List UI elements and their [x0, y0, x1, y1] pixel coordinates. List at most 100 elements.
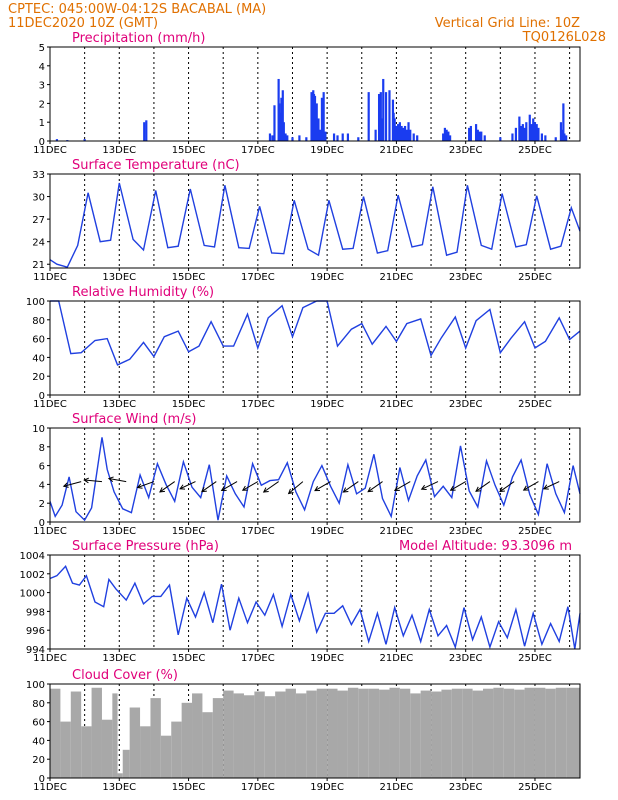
wind-arrow-head — [83, 477, 90, 484]
wind-arrow — [84, 479, 103, 483]
wind-arrow — [523, 481, 539, 491]
precipitation-bar — [367, 92, 370, 141]
precipitation-bar — [320, 97, 324, 141]
cloud-x-tick-label: 17DEC — [241, 782, 275, 793]
wind-arrow — [475, 481, 491, 492]
precipitation-y-tick-label: 4 — [39, 62, 45, 73]
precipitation-title: Precipitation (mm/h) — [72, 31, 205, 46]
precipitation-bar — [468, 127, 471, 141]
precipitation-bar — [562, 103, 565, 141]
precipitation-bar — [315, 103, 318, 141]
wind-arrow — [314, 481, 331, 492]
cloud-bar — [451, 688, 463, 778]
precipitation-bar — [533, 122, 537, 141]
cloud-y-tick-label: 20 — [32, 755, 45, 766]
humidity-title: Relative Humidity (%) — [72, 285, 214, 300]
precipitation-x-tick-label: 19DEC — [310, 145, 344, 156]
wind-arrow — [137, 481, 155, 489]
precipitation-bar — [400, 125, 403, 141]
precipitation-bar — [563, 133, 566, 141]
precipitation-bar — [480, 131, 483, 141]
temperature-y-tick-label: 33 — [32, 170, 45, 181]
precipitation-bar — [280, 97, 283, 141]
wind-arrow — [63, 481, 82, 487]
wind-arrow-head — [342, 487, 349, 493]
humidity-x-tick-label: 15DEC — [172, 399, 206, 410]
precipitation-bar — [393, 118, 396, 141]
precipitation-bar — [298, 135, 301, 141]
wind-arrow — [343, 481, 359, 493]
precipitation-bar — [332, 133, 336, 141]
precipitation-bar — [442, 133, 445, 141]
cloud-bar — [368, 688, 380, 778]
pressure-y-tick-label: 1002 — [20, 570, 45, 581]
cloud-bar — [514, 689, 525, 778]
wind-y-tick-label: 4 — [39, 480, 45, 491]
precipitation-bar — [310, 92, 313, 141]
precipitation-bar — [374, 129, 377, 141]
cloud-bar — [358, 688, 369, 778]
cloud-bar — [441, 689, 452, 778]
precipitation-x-tick-label: 21DEC — [380, 145, 414, 156]
precipitation-bar — [388, 90, 391, 141]
temperature-frame — [49, 173, 581, 269]
panel-temperature: 21 24 27 30 33 11DEC 13DEC 15DEC 17DEC 19DEC 21DEC… — [32, 158, 581, 283]
cloud-bar — [327, 688, 338, 778]
cloud-y-tick-label: 100 — [26, 680, 45, 691]
wind-arrow — [201, 481, 217, 493]
pressure-x-tick-label: 19DEC — [310, 653, 344, 664]
temperature-x-tick-label: 11DEC — [33, 272, 67, 283]
precipitation-bar — [412, 133, 415, 141]
precipitation-x-tick-label: 23DEC — [449, 145, 483, 156]
cloud-bar — [181, 702, 193, 778]
cloud-bar — [431, 691, 442, 778]
wind-arrow — [394, 481, 411, 491]
wind-arrow-head — [136, 483, 143, 489]
precipitation-bar — [398, 122, 401, 141]
humidity-y-tick-label: 40 — [32, 353, 45, 364]
wind-arrow-head — [393, 485, 400, 492]
cloud-y-tick-label: 60 — [32, 718, 45, 729]
precipitation-y-tick-label: 3 — [39, 81, 45, 92]
precipitation-x-tick-label: 15DEC — [172, 145, 206, 156]
precipitation-bar — [322, 92, 325, 141]
pressure-y-tick-label: 1000 — [20, 589, 45, 600]
precipitation-bar — [520, 125, 523, 141]
precipitation-bar — [447, 131, 450, 141]
precipitation-bar — [511, 133, 514, 141]
precipitation-bar — [518, 116, 521, 141]
wind-arrow-head — [201, 486, 207, 493]
precipitation-bar — [143, 122, 146, 141]
precipitation-y-tick-label: 1 — [39, 118, 45, 129]
precipitation-bar — [324, 131, 327, 141]
header-model-id: TQ0126L028 — [522, 30, 606, 45]
cloud-bar — [379, 689, 390, 778]
precipitation-bar — [313, 95, 317, 141]
precipitation-bar — [268, 133, 272, 141]
precipitation-bar — [530, 124, 533, 141]
precipitation-bar — [540, 133, 543, 141]
precipitation-bar — [528, 114, 531, 141]
cloud-bar — [101, 719, 113, 778]
precipitation-bar — [282, 122, 285, 141]
precipitation-bar — [416, 135, 419, 141]
cloud-bar — [264, 696, 276, 778]
wind-x-tick-label: 15DEC — [172, 526, 206, 537]
cloud-bar — [503, 688, 515, 778]
precipitation-bar — [405, 129, 408, 141]
wind-x-tick-label: 25DEC — [518, 526, 552, 537]
panel-wind: 0 2 4 6 8 10 11DEC 13DEC 15DEC 17DEC 19DEC 21DEC 23D… — [32, 412, 581, 537]
temperature-y-tick-label: 24 — [32, 238, 45, 249]
precipitation-bar — [284, 133, 287, 141]
cloud-bar — [150, 698, 161, 778]
precipitation-bar — [145, 120, 148, 141]
pressure-y-tick-label: 994 — [26, 645, 45, 656]
precipitation-bar — [397, 124, 400, 141]
cloud-bar — [483, 688, 494, 778]
precipitation-bar — [448, 135, 452, 141]
wind-y-tick-label: 8 — [39, 443, 45, 454]
humidity-y-tick-label: 80 — [32, 316, 45, 327]
wind-y-tick-label: 6 — [39, 462, 45, 473]
cloud-bar — [60, 721, 71, 778]
panel-pressure: 994 996 998 1000 1002 1004 11DEC 13DEC 15DEC 17DE… — [20, 539, 581, 664]
